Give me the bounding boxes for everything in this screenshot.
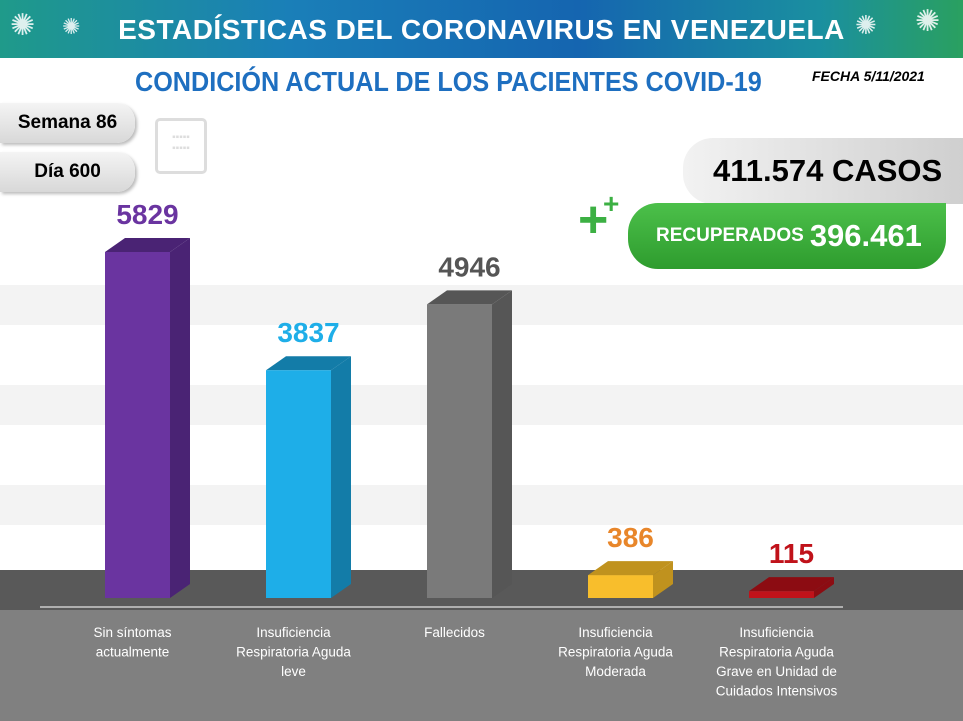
category-label: Insuficiencia — [256, 625, 331, 640]
bar-2 — [427, 290, 512, 598]
bar-front — [749, 591, 814, 598]
category-label: Fallecidos — [424, 625, 485, 640]
data-label: 5829 — [116, 199, 178, 230]
virus-icon: ✺ — [62, 14, 81, 39]
category-label: leve — [281, 664, 306, 679]
virus-icon: ✺ — [855, 10, 877, 40]
bar-top — [749, 577, 834, 592]
bar-top — [105, 238, 190, 252]
bar-top — [588, 561, 673, 576]
week-badge: Semana 86 — [0, 103, 135, 143]
data-label: 4946 — [438, 251, 500, 282]
bar-front — [105, 252, 170, 598]
category-label: Respiratoria Aguda — [558, 645, 673, 660]
recovered-label: RECUPERADOS — [656, 225, 804, 246]
category-area — [0, 610, 963, 721]
category-label: Respiratoria Aguda — [719, 645, 834, 660]
bar-front — [427, 304, 492, 598]
category-label: Cuidados Intensivos — [716, 684, 838, 699]
bar-4 — [749, 577, 834, 598]
header-banner: ✺ ✺ ✺ ✺ ESTADÍSTICAS DEL CORONAVIRUS EN … — [0, 0, 963, 58]
bar-0 — [105, 238, 190, 598]
category-label: Moderada — [585, 664, 646, 679]
bar-front — [266, 370, 331, 598]
data-label: 115 — [769, 538, 814, 569]
category-label: actualmente — [96, 645, 170, 660]
category-label: Insuficiencia — [739, 625, 814, 640]
date-label: FECHA 5/11/2021 — [812, 68, 925, 84]
recovered-value: 396.461 — [809, 218, 922, 253]
plus-icon: + — [603, 188, 620, 219]
category-label: Sin síntomas — [93, 625, 171, 640]
bar-top — [427, 290, 512, 305]
plus-icon: + — [578, 191, 609, 249]
header-title: ESTADÍSTICAS DEL CORONAVIRUS EN VENEZUEL… — [118, 14, 845, 45]
calendar-icon: ▪▪▪▪▪ ▪▪▪▪▪ — [155, 118, 207, 174]
data-label: 3837 — [277, 317, 339, 348]
bar-side — [492, 290, 512, 598]
bar-front — [588, 575, 653, 598]
category-label: Grave en Unidad de — [716, 664, 837, 679]
virus-icon: ✺ — [10, 9, 36, 42]
data-label: 386 — [607, 522, 654, 553]
recovered-badge: RECUPERADOS 396.461 — [628, 203, 946, 269]
bar-side — [814, 577, 834, 598]
total-cases: 411.574 CASOS — [683, 138, 963, 204]
chart-title: CONDICIÓN ACTUAL DE LOS PACIENTES COVID-… — [135, 66, 762, 97]
category-label: Insuficiencia — [578, 625, 653, 640]
virus-icon: ✺ — [915, 5, 941, 38]
bar-3 — [588, 561, 673, 598]
bar-1 — [266, 356, 351, 598]
bar-side — [170, 238, 190, 598]
category-label: Respiratoria Aguda — [236, 645, 351, 660]
bar-side — [331, 356, 351, 598]
bar-top — [266, 356, 351, 371]
bar-side — [653, 561, 673, 598]
day-badge: Día 600 — [0, 152, 135, 192]
